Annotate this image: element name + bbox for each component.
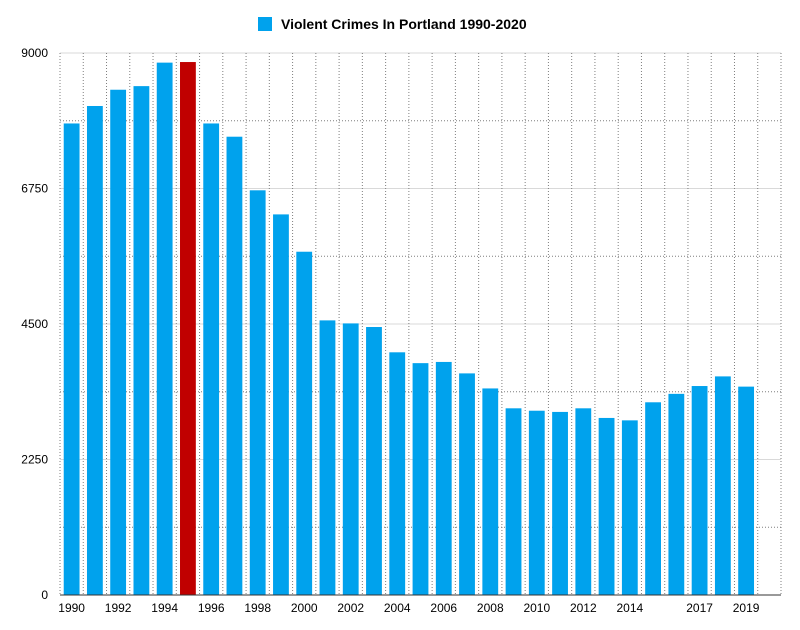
x-tick-label: 2004 [384,601,411,615]
x-tick-label: 2010 [523,601,550,615]
bar-1994 [156,62,173,595]
bar-1991 [86,105,103,596]
legend-swatch [258,17,272,31]
bar-2011 [552,411,568,595]
x-tick-label: 1996 [198,601,225,615]
bar-2015 [645,402,661,595]
x-tick-label: 1992 [105,601,132,615]
legend-label: Violent Crimes In Portland 1990-2020 [281,16,527,32]
x-tick-label: 2006 [430,601,457,615]
bar-2018 [714,376,731,595]
x-tick-label: 2008 [477,601,504,615]
x-tick-label: 2014 [616,601,643,615]
bar-1993 [133,86,150,595]
y-tick-label: 4500 [21,317,48,331]
bar-2016 [668,393,685,595]
y-tick-label: 9000 [21,46,48,60]
x-tick-label: 2017 [686,601,713,615]
x-tick-label: 2002 [337,601,364,615]
bar-1999 [273,214,289,595]
bar-2012 [575,408,592,595]
x-tick-label: 1998 [244,601,271,615]
x-tick-label: 2000 [291,601,318,615]
x-tick-label: 1994 [151,601,178,615]
bar-2004 [389,352,406,595]
bar-2007 [459,373,475,595]
bar-1995 [180,62,196,596]
y-tick-label: 2250 [21,453,48,467]
y-tick-label: 6750 [21,182,48,196]
bar-2003 [366,327,382,595]
bar-2017 [691,386,708,595]
bar-1992 [110,89,127,595]
y-tick-label: 0 [41,588,48,602]
x-tick-label: 1990 [58,601,85,615]
bar-2013 [598,417,615,595]
bar-2009 [505,408,522,595]
x-tick-label: 2019 [733,601,760,615]
bar-1990 [63,123,80,596]
bar-2019 [738,386,755,595]
bar-2014 [621,420,638,595]
bar-2010 [528,410,545,595]
bar-2006 [435,361,452,595]
bar-2000 [296,251,313,595]
bar-2001 [319,320,336,595]
bar-2008 [482,388,499,595]
x-tick-label: 2012 [570,601,597,615]
bar-2005 [412,363,429,595]
bar-1997 [226,136,243,595]
bar-2002 [342,323,359,595]
bar-1996 [203,123,220,596]
bar-1998 [249,190,266,595]
